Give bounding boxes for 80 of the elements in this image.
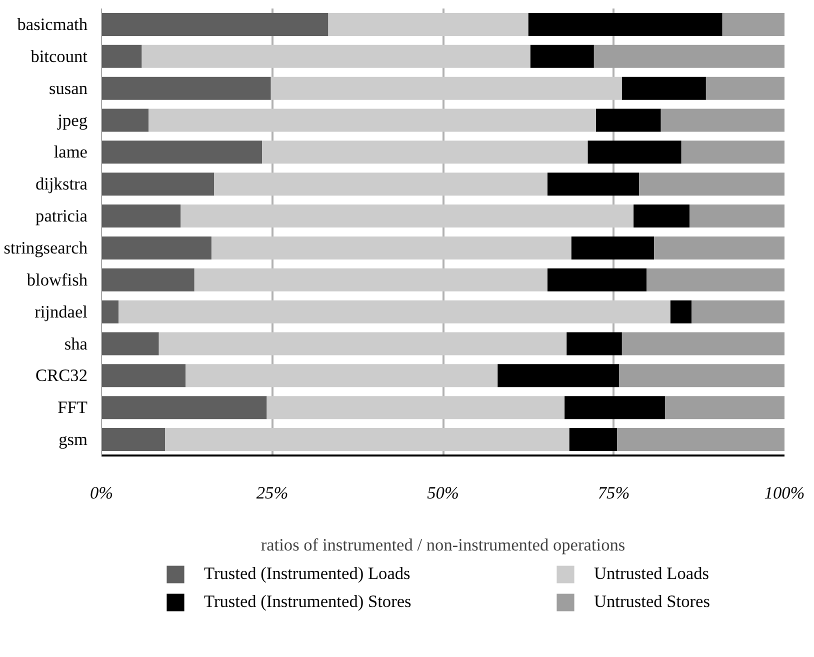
bar (622, 332, 784, 356)
y-tick-label: blowfish (26, 270, 88, 290)
bar (102, 140, 262, 164)
bar (102, 364, 186, 388)
bar (622, 76, 706, 100)
bar (528, 12, 722, 36)
bar (211, 236, 572, 260)
y-tick-label: gsm (58, 430, 88, 450)
bar (102, 428, 166, 452)
bar (270, 76, 622, 100)
bar (530, 44, 594, 68)
bar (588, 140, 682, 164)
bar (681, 140, 784, 164)
bar (617, 428, 784, 452)
y-tick-label: FFT (58, 398, 88, 418)
bar (564, 396, 665, 420)
y-tick-label: jpeg (56, 110, 88, 130)
bar (634, 204, 690, 228)
bar (102, 236, 212, 260)
bar (102, 268, 194, 292)
bar (328, 12, 528, 36)
bar (118, 300, 670, 324)
bar (102, 396, 267, 420)
x-tick-label: 25% (256, 484, 288, 502)
y-tick-label: rijndael (34, 302, 88, 322)
bar (142, 44, 530, 68)
x-axis-title: ratios of instrumented / non-instrumented operations (260, 536, 626, 554)
bar (639, 172, 784, 196)
bar (706, 76, 784, 100)
bar (690, 204, 784, 228)
bar (670, 300, 692, 324)
bar (214, 172, 548, 196)
bar (102, 332, 159, 356)
bar (566, 332, 622, 356)
bar (548, 268, 647, 292)
legend-label: Untrusted Stores (594, 592, 711, 612)
y-tick-label: CRC32 (36, 366, 88, 386)
bar (548, 172, 640, 196)
bar (148, 108, 596, 132)
legend-label: Untrusted Loads (594, 564, 710, 584)
bar (102, 204, 181, 228)
bar (722, 12, 784, 36)
bar (596, 108, 661, 132)
bar (692, 300, 784, 324)
bar (102, 108, 149, 132)
y-tick-label: dijkstra (36, 174, 88, 194)
bar (569, 428, 618, 452)
bar (102, 12, 328, 36)
bar (165, 428, 570, 452)
x-tick-label: 75% (598, 484, 630, 502)
bar (571, 236, 654, 260)
y-tick-label: lame (54, 142, 88, 162)
y-tick-label: stringsearch (4, 238, 88, 258)
bar (498, 364, 620, 388)
x-tick-label: 50% (427, 484, 459, 502)
legend-label: Trusted (Instrumented) Stores (204, 592, 412, 612)
y-tick-label: susan (48, 78, 88, 98)
bar (158, 332, 567, 356)
bar (594, 44, 784, 68)
bar (664, 396, 784, 420)
x-tick-label: 100% (764, 484, 805, 502)
bar (646, 268, 784, 292)
x-tick-label: 0% (90, 484, 114, 502)
bar (194, 268, 548, 292)
bar (102, 172, 214, 196)
bar (262, 140, 588, 164)
bar (654, 236, 784, 260)
bar (102, 300, 119, 324)
bar (660, 108, 784, 132)
y-tick-label: basicmath (17, 14, 88, 34)
bar (102, 76, 271, 100)
y-tick-label: patricia (36, 206, 88, 226)
bar (266, 396, 565, 420)
bar (619, 364, 784, 388)
bar (186, 364, 498, 388)
y-tick-label: sha (64, 334, 88, 354)
y-tick-label: bitcount (30, 46, 88, 66)
legend-label: Trusted (Instrumented) Loads (204, 564, 412, 584)
bar (180, 204, 634, 228)
bar (102, 44, 142, 68)
